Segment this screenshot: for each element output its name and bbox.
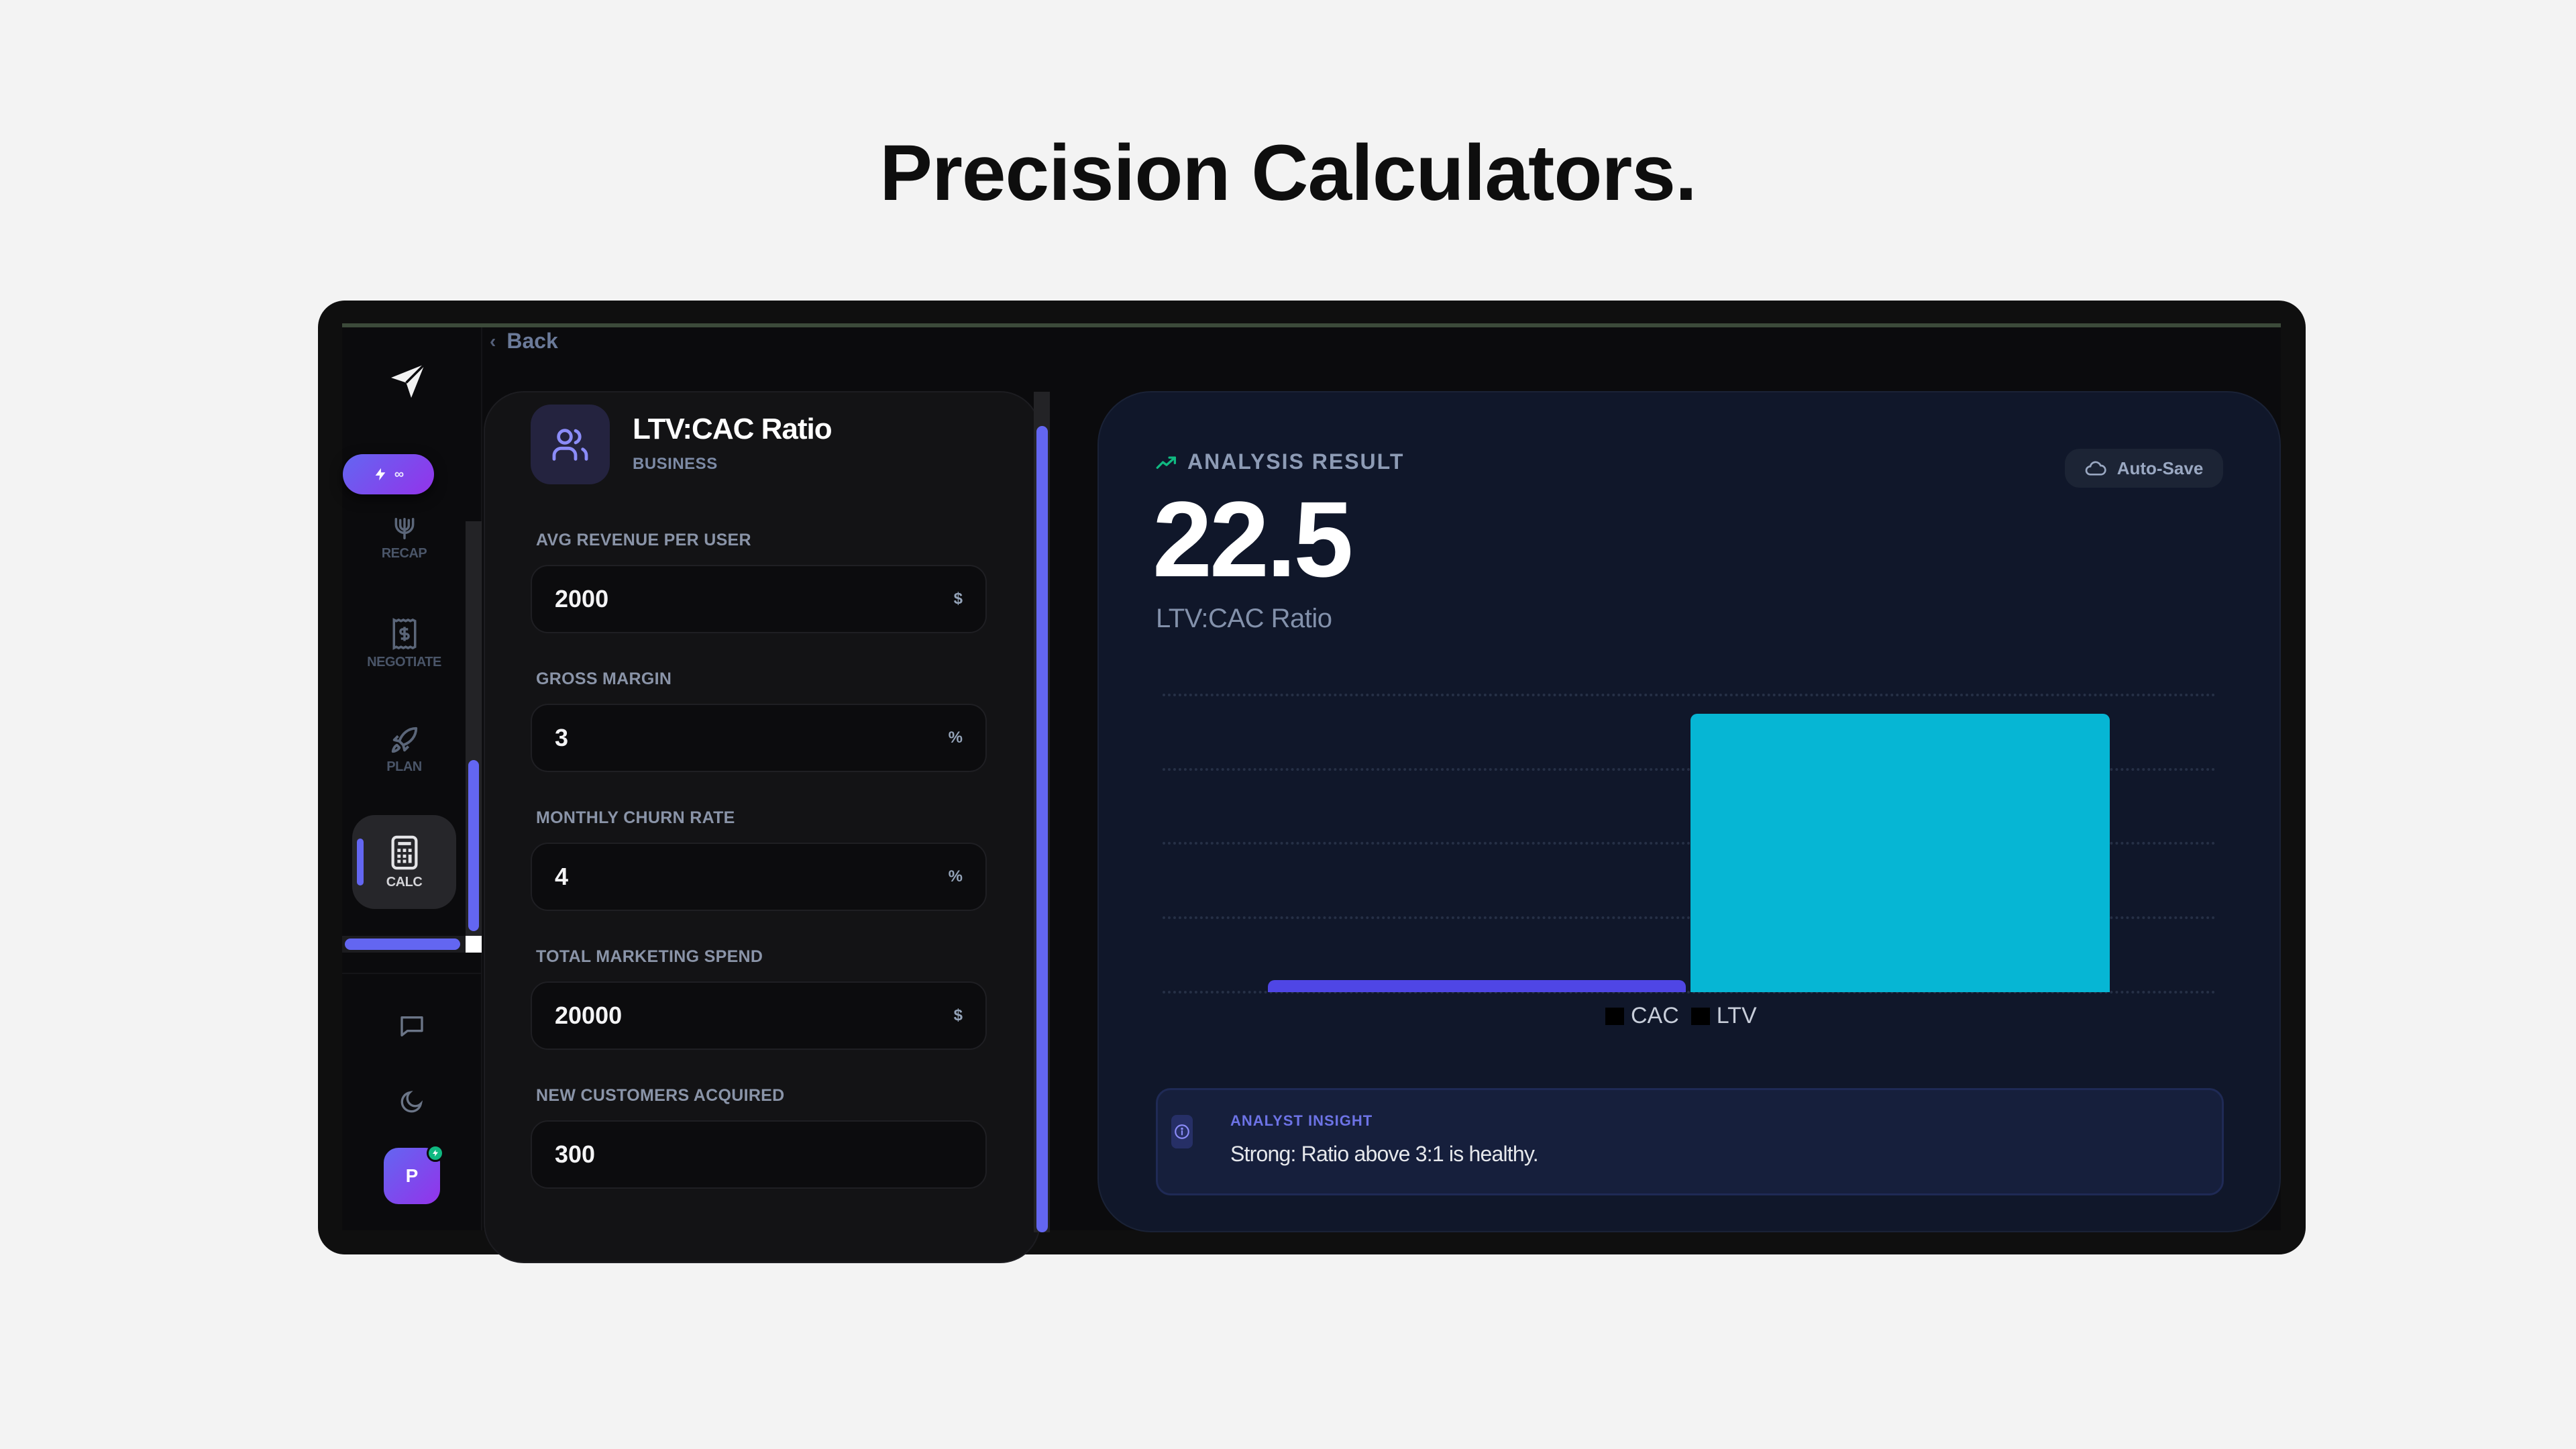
calculator-icon (391, 835, 417, 869)
insight-title: ANALYST INSIGHT (1230, 1112, 1373, 1129)
sidebar-scrollbar-thumb[interactable] (468, 760, 479, 931)
pro-status-dot (427, 1144, 444, 1162)
gridline (1163, 768, 2216, 771)
input-unit: $ (953, 1006, 963, 1024)
back-label: Back (506, 329, 558, 353)
legend-item-ltv[interactable]: LTV (1690, 1003, 1757, 1029)
field-label-churn: MONTHLY CHURN RATE (536, 808, 735, 827)
chart-legend: CAC LTV (1605, 1003, 1762, 1029)
gross-margin-input[interactable]: 3 % (531, 704, 987, 772)
cloud-icon (2085, 461, 2106, 476)
field-label-arpu: AVG REVENUE PER USER (536, 531, 751, 549)
input-unit: % (948, 867, 963, 885)
calculator-category: BUSINESS (633, 455, 718, 473)
calculator-icon-box (531, 405, 610, 484)
sidebar-item-label: PLAN (386, 759, 422, 774)
new-customers-input[interactable]: 300 (531, 1120, 987, 1189)
avatar-initial: P (405, 1165, 419, 1186)
gridline (1163, 694, 2216, 696)
sidebar-item-negotiate[interactable]: NEGOTIATE (352, 617, 456, 670)
auto-save-button[interactable]: Auto-Save (2065, 449, 2223, 488)
bolt-icon (375, 468, 386, 481)
info-icon (1175, 1124, 1189, 1139)
input-unit: $ (953, 590, 963, 608)
churn-rate-input[interactable]: 4 % (531, 843, 987, 911)
legend-swatch (1605, 1007, 1624, 1025)
sidebar-item-recap[interactable]: RECAP (352, 515, 456, 561)
gridline (1163, 991, 2216, 994)
scrollbar-corner (466, 936, 482, 953)
field-label-new-customers: NEW CUSTOMERS ACQUIRED (536, 1086, 785, 1105)
calculator-title: LTV:CAC Ratio (633, 413, 833, 445)
sidebar-item-label: CALC (386, 874, 423, 890)
sidebar-divider (342, 973, 482, 974)
sidebar-item-label: NEGOTIATE (367, 655, 441, 669)
analyst-insight-box (1156, 1088, 2224, 1195)
unlimited-credits-badge[interactable]: ∞ (343, 454, 434, 494)
field-label-gross-margin: GROSS MARGIN (536, 669, 672, 688)
legend-label: CAC (1631, 1003, 1679, 1028)
sidebar-item-label: RECAP (381, 546, 427, 561)
input-value: 20000 (555, 1002, 623, 1029)
message-square-icon[interactable] (398, 1013, 425, 1040)
auto-save-label: Auto-Save (2116, 458, 2204, 478)
analysis-result-heading: ANALYSIS RESULT (1155, 449, 1404, 474)
top-progress-line (342, 323, 2281, 327)
marketing-spend-input[interactable]: 20000 $ (531, 981, 987, 1050)
ltv-cac-bar-chart (1163, 678, 2216, 1040)
legend-label: LTV (1716, 1003, 1757, 1028)
field-label-marketing-spend: TOTAL MARKETING SPEND (536, 947, 763, 966)
legend-item-cac[interactable]: CAC (1605, 1003, 1679, 1029)
result-value: 22.5 (1152, 479, 1353, 599)
gridline (1163, 916, 2216, 919)
cac-bar[interactable] (1268, 979, 1686, 992)
hero-title: Precision Calculators. (879, 129, 1697, 217)
chevron-left-icon: ‹ (490, 330, 496, 352)
badge-label: ∞ (394, 466, 405, 482)
input-value: 3 (555, 724, 569, 751)
ltv-bar[interactable] (1690, 713, 2110, 992)
paper-plane-logo-icon[interactable] (388, 361, 428, 401)
form-scrollbar-thumb[interactable] (1036, 426, 1048, 1232)
gridline (1163, 842, 2216, 845)
arpu-input[interactable]: 2000 $ (531, 565, 987, 633)
bolt-icon (433, 1150, 438, 1157)
trending-up-icon (1156, 455, 1177, 469)
legend-swatch (1690, 1007, 1710, 1025)
insight-icon-box (1171, 1115, 1193, 1148)
result-subtitle: LTV:CAC Ratio (1156, 604, 1332, 633)
moon-icon[interactable] (398, 1088, 425, 1115)
sidebar-item-calc[interactable]: CALC (352, 815, 456, 909)
back-button[interactable]: ‹ Back (490, 329, 558, 354)
input-value: 2000 (555, 585, 609, 612)
insight-text: Strong: Ratio above 3:1 is healthy. (1230, 1142, 1539, 1166)
input-value: 300 (555, 1140, 596, 1168)
calculator-form-card (484, 391, 1040, 1263)
rocket-icon (391, 727, 417, 753)
input-value: 4 (555, 863, 569, 890)
users-icon (552, 428, 588, 461)
psi-icon (394, 518, 414, 539)
receipt-dollar-icon (392, 618, 416, 650)
active-indicator (357, 839, 364, 885)
sidebar-hscrollbar-thumb[interactable] (345, 938, 460, 950)
input-unit: % (948, 729, 963, 747)
sidebar-item-plan[interactable]: PLAN (352, 724, 456, 775)
analysis-result-label: ANALYSIS RESULT (1187, 449, 1405, 474)
